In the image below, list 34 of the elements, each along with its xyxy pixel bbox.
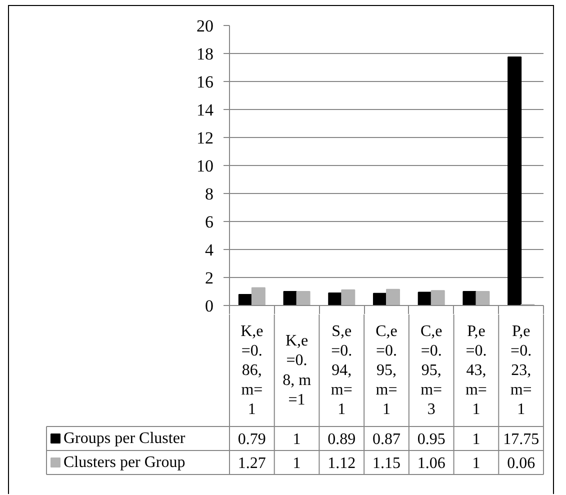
x-tick-label: P,e=0.23, m=1 [510,322,532,418]
y-tick-label: 18 [196,44,214,64]
data-label: 1.12 [328,455,356,472]
legend-label: Clusters per Group [64,454,186,471]
x-tick-label: C,e=0.95, m=3 [420,322,442,418]
y-tick-label: 8 [205,184,214,204]
data-label: 0.06 [507,455,536,472]
y-tick-label: 16 [196,72,214,92]
legend-label: Groups per Cluster [64,430,186,447]
x-tick-label: K,e=0.86, m=1 [240,322,264,418]
x-tick-label: C,e=0.95, m=1 [376,322,398,418]
data-label: 17.75 [503,431,540,448]
x-tick-label: S,e=0.94, m=1 [330,322,352,418]
y-tick-label: 2 [205,268,214,288]
y-tick-label: 12 [196,128,214,148]
data-label: 1.15 [372,455,400,472]
data-label: 1.27 [238,455,266,472]
y-tick-label: 10 [196,156,214,176]
data-label: 0.89 [328,431,356,448]
y-tick-label: 0 [205,296,214,316]
y-tick-label: 6 [205,212,214,232]
y-tick-label: 4 [205,240,214,260]
data-label: 0.95 [417,431,446,448]
data-label: 0.87 [372,431,400,448]
data-label: 1 [472,431,480,448]
data-label: 1 [292,455,301,472]
y-tick-label: 20 [196,16,214,36]
x-tick-label: K,e=0.8, m=1 [282,332,312,408]
data-label: 0.79 [238,431,266,448]
data-label: 1 [292,431,301,448]
data-label: 1.06 [417,455,446,472]
x-tick-label: P,e=0.43, m=1 [465,322,487,418]
y-tick-label: 14 [196,100,214,120]
data-label: 1 [472,455,480,472]
